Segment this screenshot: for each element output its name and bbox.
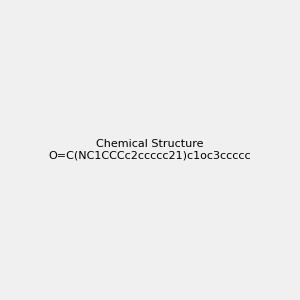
Text: Chemical Structure
O=C(NC1CCCc2ccccc21)c1oc3ccccc: Chemical Structure O=C(NC1CCCc2ccccc21)c… — [49, 139, 251, 161]
